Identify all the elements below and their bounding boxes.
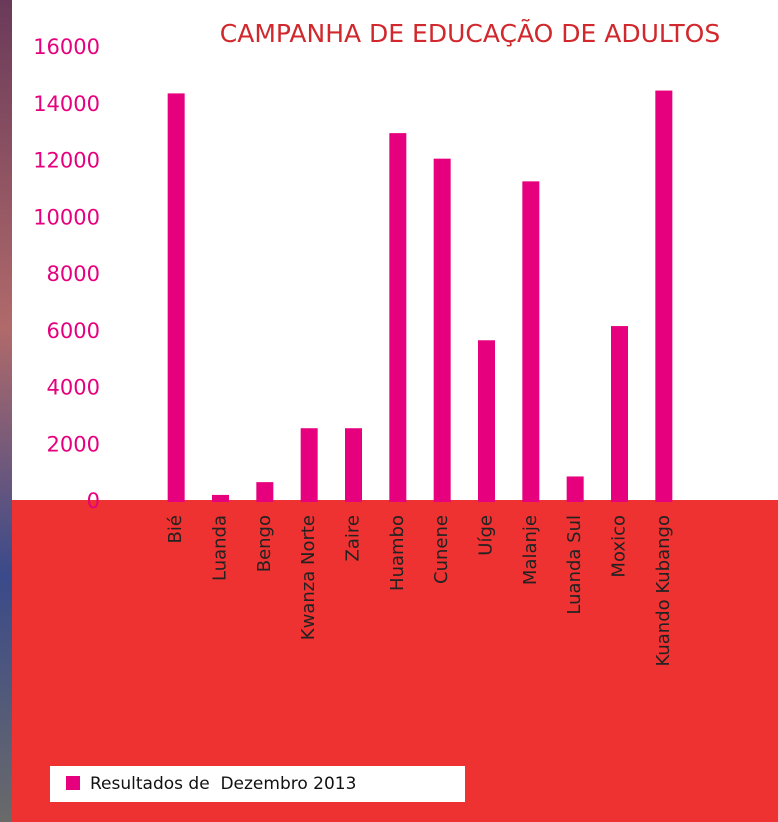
bar	[167, 93, 185, 503]
y-tick-label: 16000	[33, 35, 100, 59]
y-tick-label: 12000	[33, 149, 100, 173]
bar	[478, 340, 495, 502]
x-tick-label: Zaire	[343, 515, 364, 561]
x-tick-label: Malanje	[520, 515, 541, 585]
bar	[655, 90, 673, 502]
bar	[433, 158, 451, 502]
x-tick-label: Kuando Kubango	[653, 515, 674, 667]
x-tick-label: Moxico	[609, 515, 630, 578]
x-tick-label: Cunene	[431, 515, 452, 584]
x-tick-label: Bié	[165, 515, 186, 543]
x-tick-label: Uíge	[476, 515, 497, 556]
x-tick-label: Luanda	[210, 515, 231, 581]
y-tick-label: 8000	[47, 262, 100, 286]
y-tick-label: 0	[87, 489, 100, 513]
chart-title: CAMPANHA DE EDUCAÇÃO DE ADULTOS	[220, 18, 720, 48]
legend-swatch	[66, 776, 80, 790]
bar	[522, 181, 540, 503]
x-tick-label: Kwanza Norte	[298, 515, 319, 640]
bar	[256, 482, 274, 502]
side-image	[0, 0, 12, 822]
bar	[345, 428, 362, 502]
x-tick-label: Luanda Sul	[564, 515, 585, 615]
y-tick-label: 14000	[33, 92, 100, 116]
y-tick-label: 4000	[47, 376, 100, 400]
bar	[611, 326, 628, 502]
y-tick-label: 6000	[47, 319, 100, 343]
bar	[300, 428, 318, 502]
bar	[566, 476, 584, 502]
bar	[212, 494, 229, 502]
x-tick-label: Huambo	[387, 515, 408, 591]
y-tick-label: 2000	[47, 432, 100, 456]
y-tick-label: 10000	[33, 205, 100, 229]
legend-label: Resultados de Dezembro 2013	[90, 774, 356, 794]
x-tick-label: Bengo	[254, 515, 275, 572]
bar	[389, 133, 407, 502]
legend-box	[50, 766, 465, 802]
